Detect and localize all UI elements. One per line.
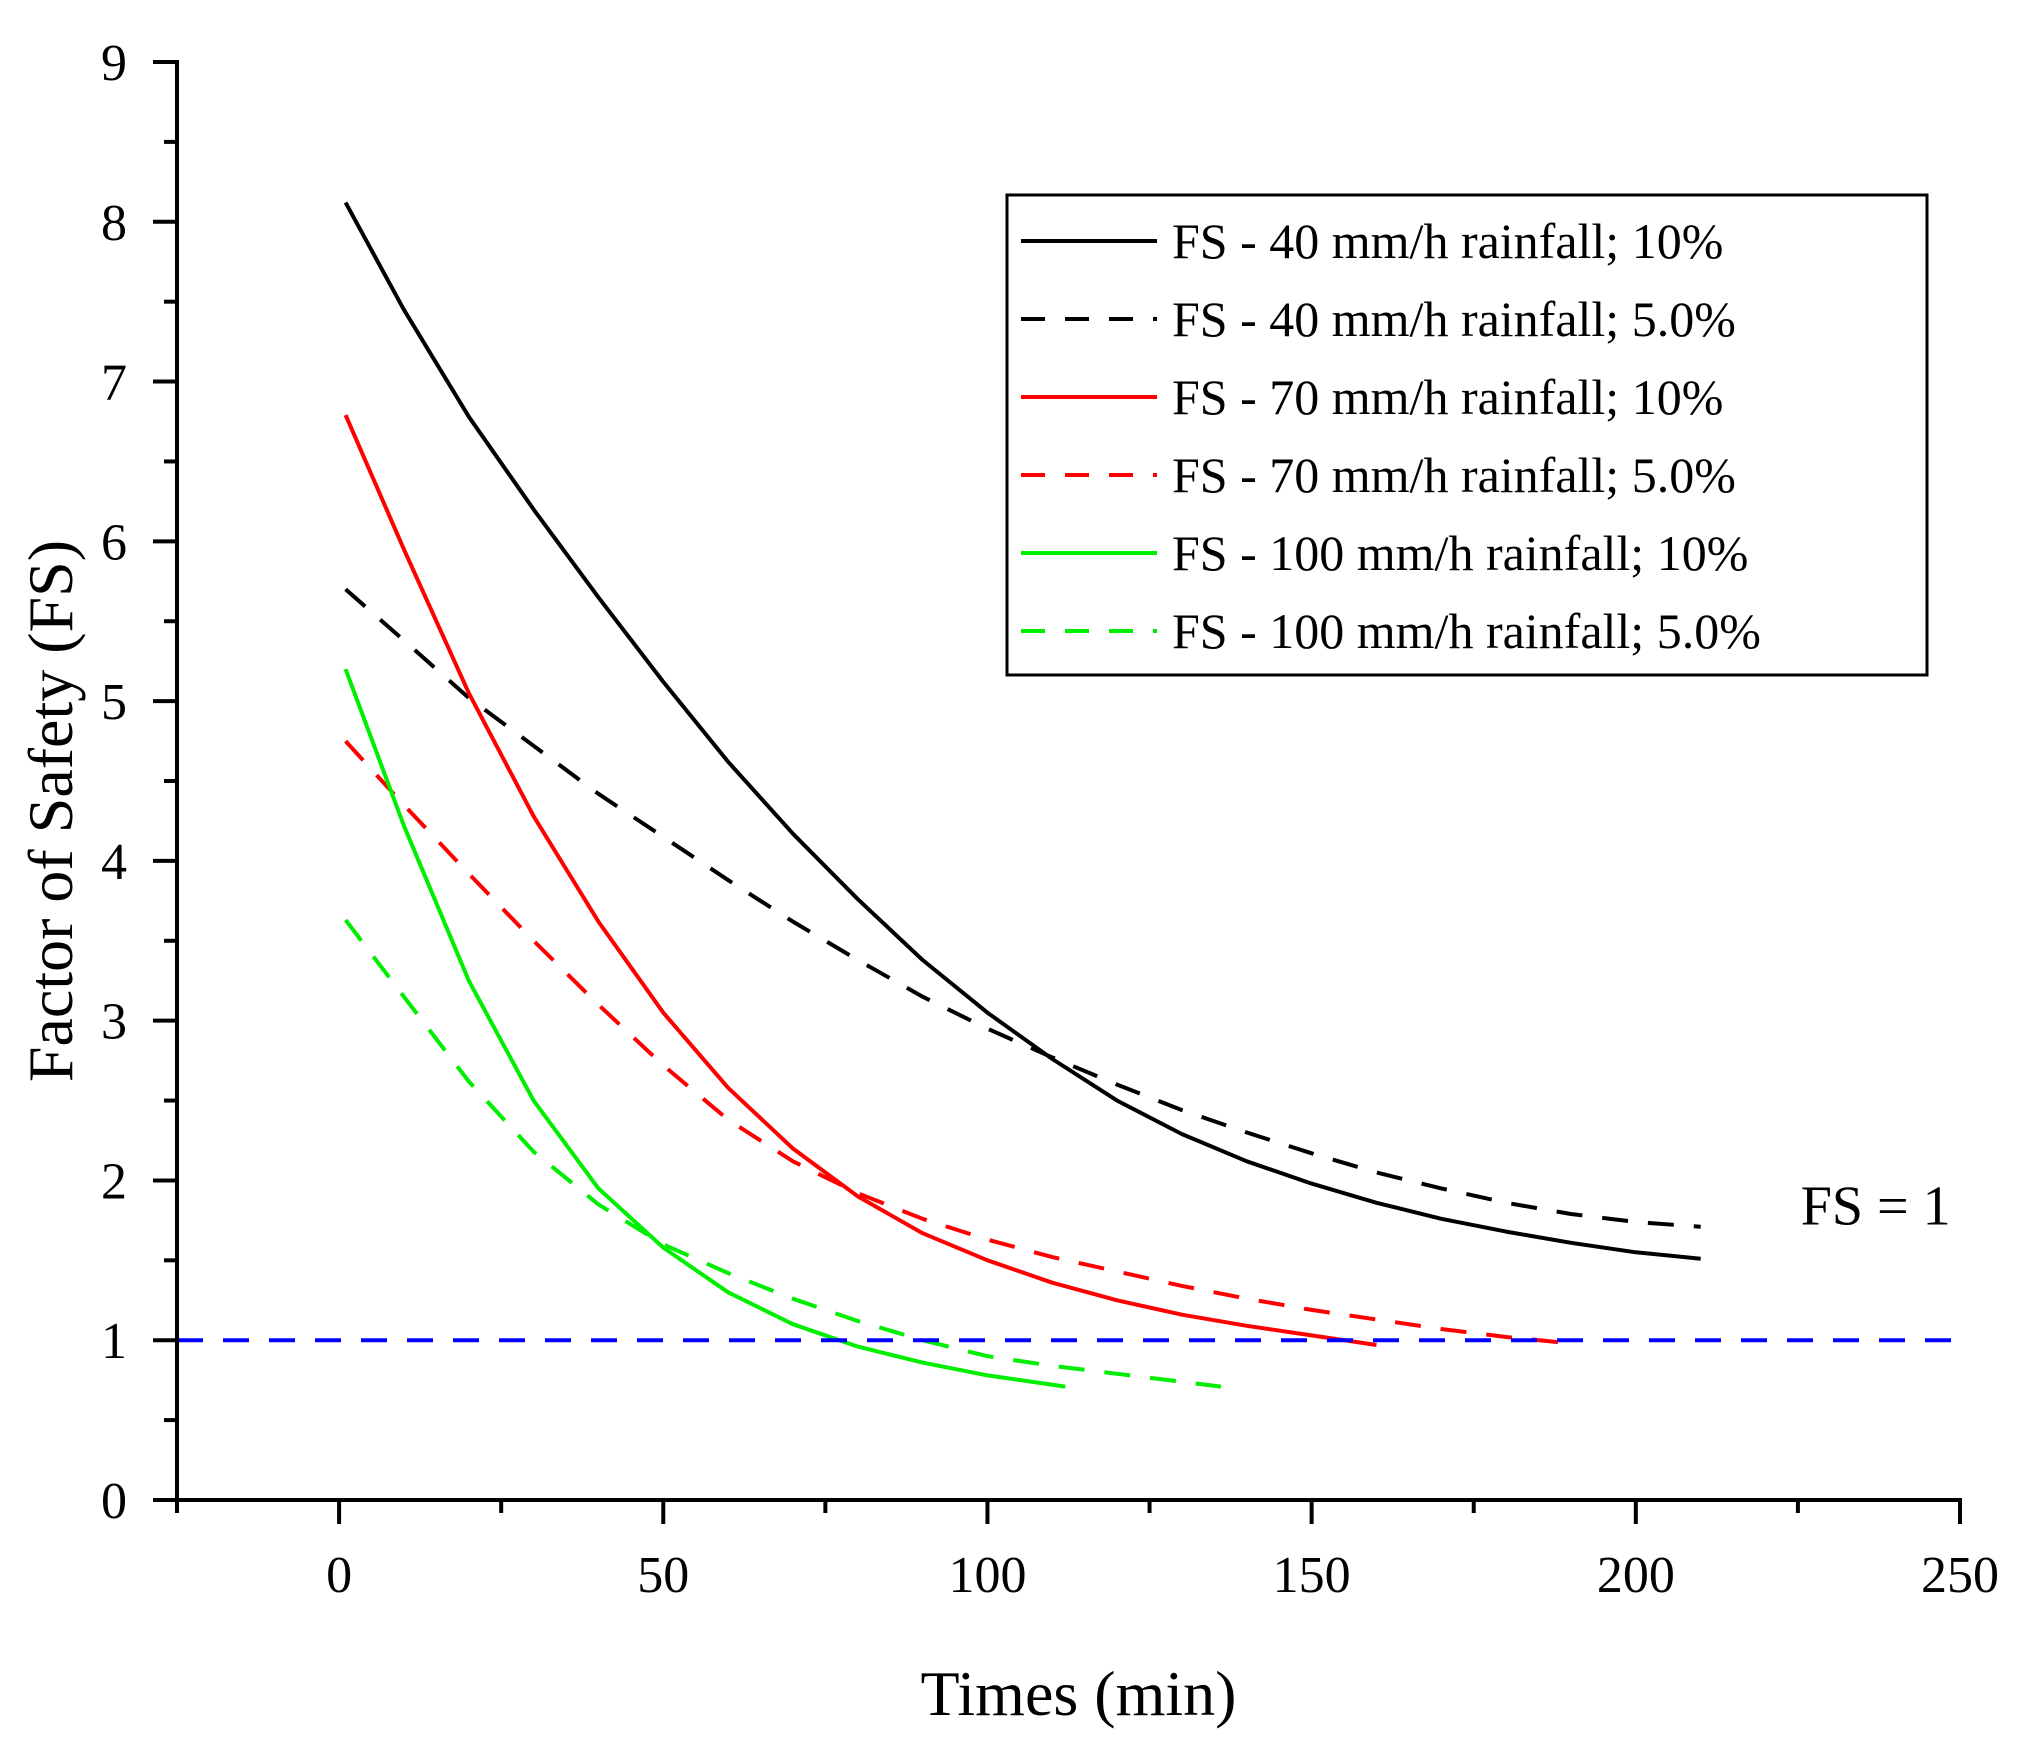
y-tick-label: 6 [101, 514, 127, 571]
legend-box [1005, 193, 1929, 677]
x-tick-label: 100 [948, 1547, 1026, 1604]
x-tick-label: 50 [637, 1547, 689, 1604]
x-tick-label: 250 [1921, 1547, 1999, 1604]
legend-label: FS - 40 mm/h rainfall; 10% [1172, 213, 1723, 269]
tick-labels: 0 1 2 3 4 5 6 7 8 9 0 50 100 150 200 250 [101, 35, 1999, 1604]
y-tick-label: 9 [101, 35, 127, 92]
x-tick-label: 0 [326, 1547, 352, 1604]
plot-lines [177, 201, 1960, 1389]
legend-label: FS - 70 mm/h rainfall; 5.0% [1172, 447, 1736, 503]
x-tick-label: 150 [1273, 1547, 1351, 1604]
y-tick-label: 3 [101, 994, 127, 1051]
y-tick-label: 2 [101, 1153, 127, 1210]
legend-label: FS - 70 mm/h rainfall; 10% [1172, 369, 1723, 425]
y-tick-label: 8 [101, 195, 127, 252]
series-line-1 [343, 201, 1701, 1261]
y-tick-label: 4 [101, 834, 127, 891]
axes [153, 60, 1962, 1524]
y-tick-label: 7 [101, 355, 127, 412]
series-line-6 [344, 918, 1222, 1389]
legend-label: FS - 100 mm/h rainfall; 10% [1172, 525, 1748, 581]
y-axis-title: Factor of Safety (FS) [15, 540, 86, 1082]
x-tick-label: 200 [1597, 1547, 1675, 1604]
series-line-5 [343, 668, 1066, 1389]
legend-label: FS - 100 mm/h rainfall; 5.0% [1172, 603, 1761, 659]
legend-label: FS - 40 mm/h rainfall; 5.0% [1172, 291, 1736, 347]
annotations: FS = 1 [1801, 1175, 1951, 1237]
fs-threshold-label: FS = 1 [1801, 1175, 1951, 1237]
series-line-4 [344, 739, 1572, 1346]
y-tick-label: 1 [101, 1313, 127, 1370]
legend: FS - 40 mm/h rainfall; 10% FS - 40 mm/h r… [1005, 193, 1929, 677]
x-axis-title: Times (min) [921, 1658, 1237, 1729]
y-tick-label: 0 [101, 1473, 127, 1530]
series-line-2 [344, 587, 1701, 1229]
series-line-3 [343, 414, 1377, 1347]
y-tick-label: 5 [101, 674, 127, 731]
